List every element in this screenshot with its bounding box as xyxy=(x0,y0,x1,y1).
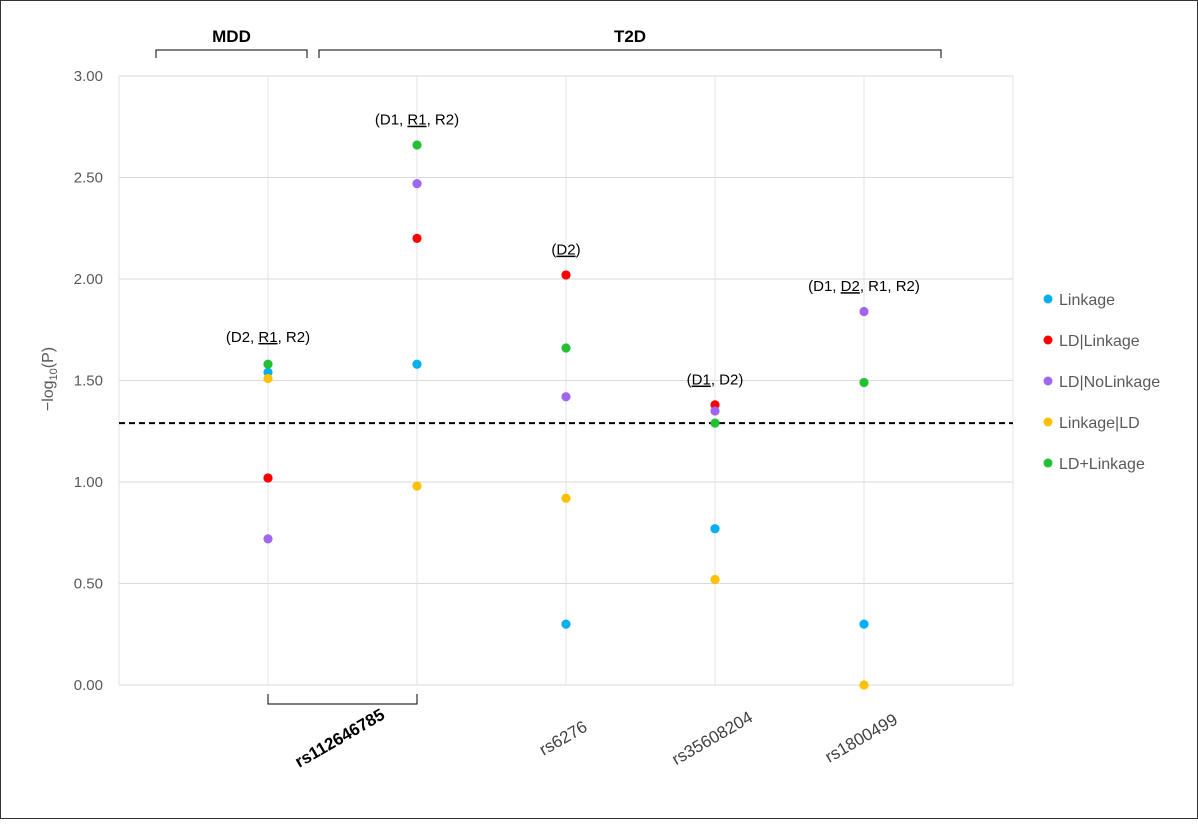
legend-marker xyxy=(1043,458,1053,468)
group-label: T2D xyxy=(614,27,646,46)
group-bracket xyxy=(318,49,942,58)
point-ld-linkage xyxy=(710,418,720,428)
point-linkage-ld xyxy=(561,493,571,503)
x-tick-label: rs35608204 xyxy=(669,708,756,769)
annotation-label: (D1, D2, R1, R2) xyxy=(808,278,920,295)
legend-label: Linkage xyxy=(1059,292,1115,309)
y-tick-label: 1.50 xyxy=(74,373,103,390)
annotation-label: (D2) xyxy=(551,242,580,259)
y-tick-label: 1.00 xyxy=(74,474,103,491)
x-tick-label: rs112646785 xyxy=(292,705,388,772)
x-axis-labels: rs112646785 rs6276 rs35608204 rs1800499 xyxy=(267,694,901,772)
point-linkage xyxy=(710,524,720,534)
legend-label: LD|NoLinkage xyxy=(1059,374,1160,391)
grid xyxy=(118,75,1014,686)
point-ld-nolinkage xyxy=(561,392,571,402)
point-linkage xyxy=(412,359,422,369)
point-ld-nolinkage xyxy=(710,406,720,416)
y-axis: 0.00 0.50 1.00 1.50 2.00 2.50 3.00 xyxy=(74,68,103,694)
y-tick-label: 3.00 xyxy=(74,68,103,85)
point-linkage-ld xyxy=(263,373,273,384)
point-ld-linkage xyxy=(859,377,869,388)
point-ld-linkage xyxy=(263,473,273,483)
x-tick-label: rs6276 xyxy=(536,717,591,759)
point-ld-linkage xyxy=(412,233,422,243)
point-linkage-ld xyxy=(412,481,422,491)
point-ld-linkage xyxy=(263,359,273,369)
y-tick-label: 0.50 xyxy=(74,576,103,593)
y-axis-label-tail: (P) xyxy=(40,347,57,368)
point-linkage-ld xyxy=(859,680,869,690)
x-tick-label: rs1800499 xyxy=(822,710,901,767)
x-label-bracket xyxy=(267,694,418,705)
y-tick-label: 2.00 xyxy=(74,271,103,288)
point-ld-nolinkage xyxy=(263,534,273,544)
annotations: (D2, R1, R2) (D1, R1, R2) (D2) (D1, D2) (D1,… xyxy=(226,112,920,389)
legend: Linkage LD|Linkage LD|NoLinkage Linkage|LD L… xyxy=(1043,292,1160,473)
data-points xyxy=(263,140,869,690)
point-ld-linkage xyxy=(561,343,571,353)
point-ld-linkage xyxy=(561,270,571,280)
annotation-label: (D1, R1, R2) xyxy=(375,112,459,129)
annotation-label: (D1, D2) xyxy=(687,372,744,389)
legend-label: LD|Linkage xyxy=(1059,333,1140,350)
point-linkage xyxy=(561,619,571,629)
legend-label: Linkage|LD xyxy=(1059,415,1140,432)
legend-label: LD+Linkage xyxy=(1059,456,1145,473)
point-ld-nolinkage xyxy=(412,178,422,189)
group-bracket xyxy=(155,49,308,58)
legend-marker xyxy=(1043,294,1053,304)
point-linkage-ld xyxy=(710,574,720,585)
y-tick-label: 2.50 xyxy=(74,170,103,187)
group-brackets: MDD T2D xyxy=(155,27,942,58)
y-axis-label-subscript: 10 xyxy=(48,368,60,380)
legend-marker xyxy=(1043,335,1053,345)
y-axis-label-main: −log xyxy=(40,380,57,411)
point-ld-nolinkage xyxy=(859,306,869,317)
point-ld-linkage xyxy=(412,140,422,150)
point-linkage xyxy=(859,619,869,629)
annotation-label: (D2, R1, R2) xyxy=(226,329,310,346)
legend-marker xyxy=(1043,417,1053,427)
y-tick-label: 0.00 xyxy=(74,677,103,694)
legend-marker xyxy=(1043,376,1053,386)
group-label: MDD xyxy=(212,27,251,46)
y-axis-label: −log10(P) xyxy=(40,347,60,411)
